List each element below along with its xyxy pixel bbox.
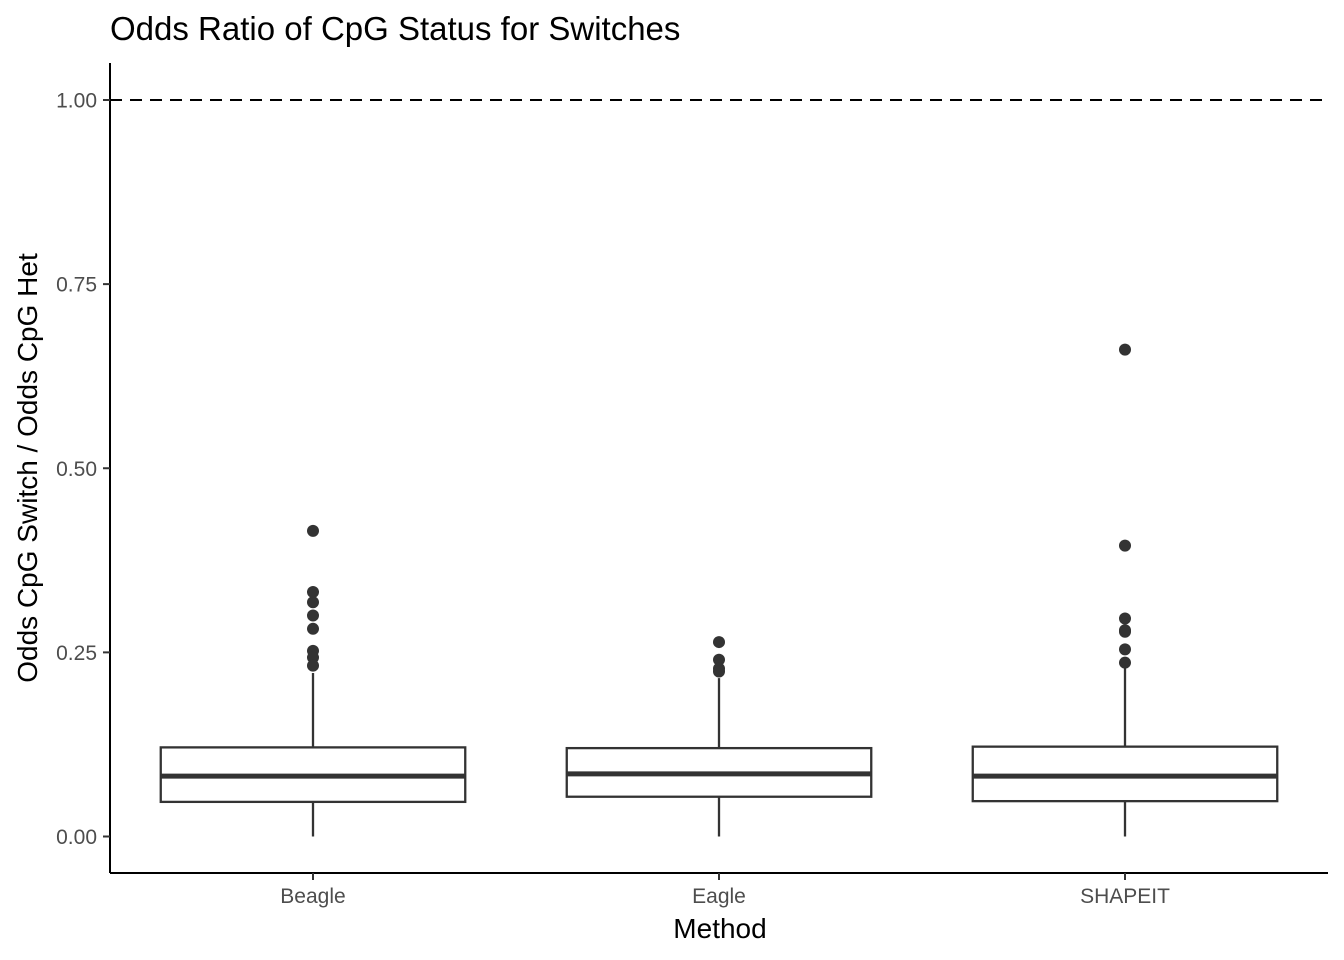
- x-tick-label: Beagle: [280, 885, 345, 908]
- outlier-point: [307, 609, 319, 622]
- outlier-point: [1119, 539, 1131, 552]
- outlier-point: [307, 585, 319, 598]
- y-tick-label: 0.50: [56, 458, 97, 481]
- box-group-beagle: [159, 524, 467, 837]
- y-tick-label: 0.75: [56, 274, 97, 297]
- outlier-point: [307, 659, 319, 672]
- outlier-point: [713, 665, 725, 678]
- outlier-point: [1119, 343, 1131, 356]
- outlier-point: [307, 596, 319, 609]
- x-tick-label: Eagle: [692, 885, 746, 908]
- outlier-point: [1119, 612, 1131, 625]
- outlier-point: [307, 524, 319, 537]
- outlier-point: [1119, 656, 1131, 669]
- box-group-eagle: [565, 636, 873, 837]
- x-tick-label: SHAPEIT: [1080, 885, 1170, 908]
- outlier-point: [1119, 643, 1131, 656]
- y-tick-label: 0.25: [56, 642, 97, 665]
- y-tick-label: 0.00: [56, 826, 97, 849]
- outlier-point: [713, 636, 725, 649]
- y-axis-title: Odds CpG Switch / Odds CpG Het: [12, 253, 43, 683]
- outlier-point: [307, 622, 319, 635]
- box-group-shapeit: [971, 343, 1279, 837]
- plot-area: 0.00 0.25 0.50 0.75 1.00 Beagle Eagle SHAPEIT: [56, 63, 1328, 908]
- x-axis-title: Method: [673, 913, 766, 944]
- outlier-point: [713, 653, 725, 666]
- outlier-point: [1119, 625, 1131, 638]
- chart-title: Odds Ratio of CpG Status for Switches: [110, 10, 680, 47]
- y-tick-label: 1.00: [56, 90, 97, 113]
